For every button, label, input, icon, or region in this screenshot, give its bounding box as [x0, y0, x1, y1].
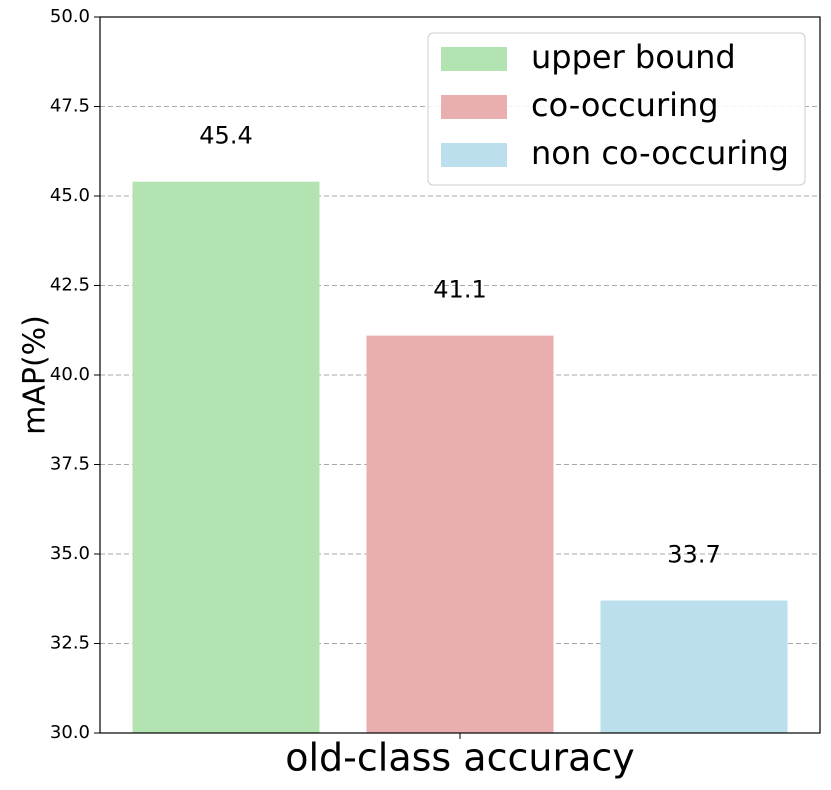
y-tick-label: 42.5: [50, 275, 90, 296]
y-tick-label: 45.0: [50, 185, 90, 206]
data-label: 41.1: [433, 276, 486, 304]
legend-swatch: [441, 47, 507, 71]
legend-label: non co-occuring: [531, 134, 789, 172]
y-tick-label: 35.0: [50, 543, 90, 564]
legend-box: [427, 32, 806, 186]
data-label: 45.4: [199, 122, 252, 150]
legend-swatch: [441, 95, 507, 119]
plot-frame: [99, 16, 821, 734]
y-axis-label: mAP(%): [18, 315, 53, 435]
y-tick-label: 40.0: [50, 364, 90, 385]
y-tick-label: 30.0: [50, 722, 90, 743]
bar: [600, 600, 788, 733]
y-tick-label: 32.5: [50, 633, 90, 654]
legend-label: upper bound: [531, 38, 736, 76]
y-tick-label: 47.5: [50, 96, 90, 117]
x-tick-label: old-class accuracy: [285, 736, 635, 780]
data-label: 33.7: [667, 541, 720, 569]
y-tick-label: 37.5: [50, 454, 90, 475]
y-tick-label: 50.0: [50, 6, 90, 27]
legend-swatch: [441, 143, 507, 167]
legend-label: co-occuring: [531, 86, 719, 124]
bar: [366, 335, 554, 733]
bar: [132, 181, 320, 733]
